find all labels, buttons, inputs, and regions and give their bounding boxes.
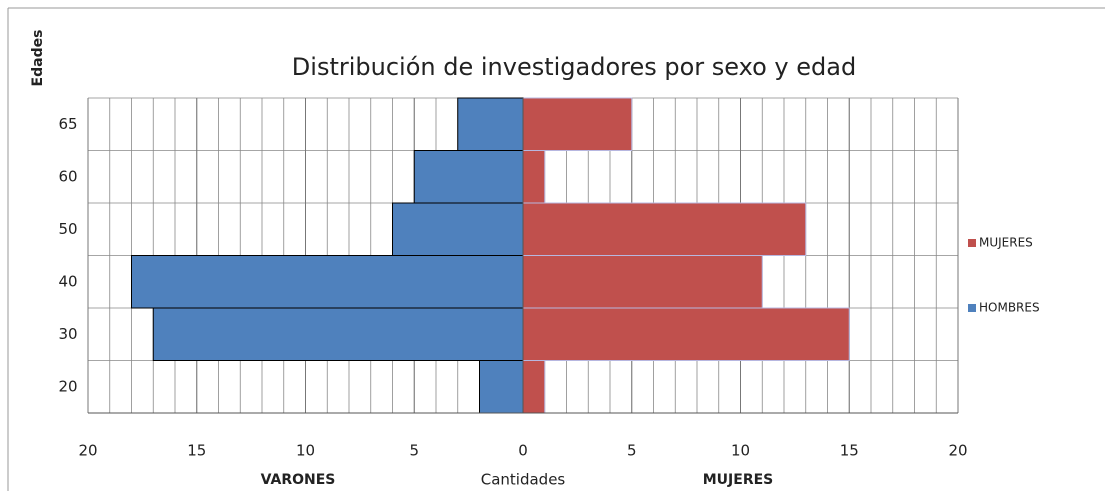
x-tick-label: 5 — [409, 442, 419, 460]
x-tick-label: 15 — [840, 442, 859, 460]
bar — [522, 360, 546, 414]
y-tick-label: 40 — [58, 272, 77, 290]
x-axis-label: Cantidades — [481, 471, 566, 489]
bar — [457, 97, 524, 151]
y-tick-label: 30 — [58, 325, 77, 343]
y-tick-label: 20 — [58, 377, 77, 395]
y-axis-label: Edades — [30, 30, 46, 87]
bar — [392, 202, 524, 256]
x-tick-label: 20 — [78, 442, 97, 460]
bar — [413, 150, 524, 204]
x-label-right: MUJERES — [703, 472, 774, 488]
bar — [131, 255, 524, 309]
y-tick-label: 50 — [58, 220, 77, 238]
chart-title: Distribución de investigadores por sexo … — [292, 53, 856, 81]
x-label-left: VARONES — [261, 472, 336, 488]
legend-swatch — [968, 304, 976, 312]
legend-label: MUJERES — [979, 236, 1033, 250]
x-tick-label: 15 — [187, 442, 206, 460]
y-tick-label: 60 — [58, 167, 77, 185]
legend-label: HOMBRES — [979, 301, 1040, 315]
x-tick-label: 20 — [948, 442, 967, 460]
x-tick-label: 5 — [627, 442, 637, 460]
bar — [152, 307, 524, 361]
y-tick-label: 65 — [58, 115, 77, 133]
bar — [522, 307, 850, 361]
legend-swatch — [968, 239, 976, 247]
x-tick-label: 10 — [731, 442, 750, 460]
bar — [522, 202, 807, 256]
x-tick-label: 0 — [518, 442, 528, 460]
bar — [522, 255, 763, 309]
x-tick-label: 10 — [296, 442, 315, 460]
bar — [479, 360, 524, 414]
bar — [522, 150, 546, 204]
bar — [522, 97, 633, 151]
